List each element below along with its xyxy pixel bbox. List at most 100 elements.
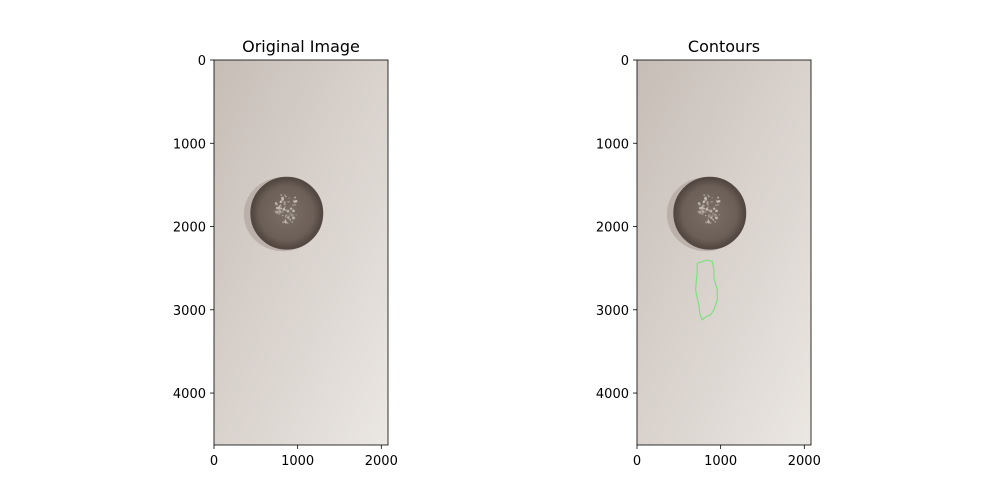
- coin-speck: [294, 196, 297, 199]
- y-tick-label: 2000: [173, 221, 206, 236]
- coin-speck: [284, 219, 287, 221]
- coin-speck: [704, 221, 708, 224]
- coin-speck: [706, 201, 709, 204]
- y-tick-label: 1000: [596, 137, 629, 152]
- coin-speck: [288, 197, 290, 199]
- coin-speck: [707, 220, 710, 224]
- photo-image: [214, 60, 388, 445]
- coin-speck: [707, 216, 710, 219]
- coin-speck: [289, 219, 292, 221]
- coin-speck: [715, 199, 718, 201]
- coin-speck: [285, 222, 287, 225]
- coin-speck: [288, 215, 290, 217]
- coin-speck: [291, 220, 294, 223]
- coin-speckle: [697, 194, 721, 225]
- coin-speck: [293, 200, 296, 203]
- coin-speck: [279, 201, 282, 203]
- y-tick-label: 0: [198, 54, 206, 69]
- coin-speck: [285, 209, 287, 211]
- x-axis-ticks: 0 1000 2000: [633, 445, 821, 469]
- coin-speck: [707, 194, 709, 196]
- coin-speck: [286, 221, 289, 225]
- x-tick-label: 1000: [281, 454, 314, 469]
- coin-speck: [711, 197, 713, 199]
- coin-speck: [274, 202, 278, 205]
- coin-speck: [701, 212, 704, 215]
- coin-speck: [700, 206, 704, 210]
- y-tick-label: 3000: [596, 304, 629, 319]
- coin-speck: [717, 203, 720, 206]
- y-tick-label: 0: [621, 54, 629, 69]
- coin-speck: [290, 213, 294, 217]
- coin-speck: [715, 216, 718, 220]
- coin-speck: [700, 209, 704, 213]
- coin-speck: [280, 204, 282, 207]
- coin-speck: [697, 210, 701, 214]
- coin-speck: [707, 219, 710, 221]
- coin-speck: [704, 211, 707, 214]
- coin-speck: [703, 204, 705, 207]
- coin-speck: [712, 212, 715, 215]
- coin-speck: [708, 195, 710, 198]
- coin-speck: [289, 212, 292, 215]
- y-tick-label: 2000: [596, 221, 629, 236]
- coin-speck: [278, 212, 281, 215]
- coin-speck: [705, 207, 709, 211]
- contour-outline: [694, 259, 718, 321]
- coin-speck: [710, 209, 712, 212]
- coin-speck: [718, 214, 720, 216]
- coin-speck: [708, 222, 710, 225]
- coin-speck: [283, 203, 286, 206]
- coin-speck: [697, 202, 701, 205]
- x-tick-label: 0: [210, 454, 218, 469]
- coin-speck: [281, 211, 284, 214]
- coin-speck: [288, 218, 291, 220]
- coin-speck: [295, 214, 297, 216]
- y-tick-label: 4000: [596, 387, 629, 402]
- y-axis-ticks: 0 1000 2000 3000 4000: [173, 54, 214, 402]
- coin-speck: [712, 219, 715, 221]
- coin-speck: [284, 220, 287, 224]
- coin-speck: [716, 200, 719, 203]
- coin-speck: [711, 218, 714, 220]
- coin-speck: [292, 209, 295, 212]
- x-tick-label: 1000: [704, 454, 737, 469]
- coin-speck: [714, 220, 717, 223]
- coin-speckle: [274, 194, 298, 225]
- paper-background: [214, 60, 388, 445]
- coin-speck: [703, 194, 705, 196]
- coin-speck: [704, 198, 707, 201]
- coin-speck: [282, 207, 286, 211]
- coin-speck: [715, 209, 718, 212]
- y-tick-label: 3000: [173, 304, 206, 319]
- coin-speck: [702, 201, 705, 203]
- coin-speck: [288, 200, 291, 203]
- coin-speck: [706, 203, 709, 206]
- coin-speck: [291, 204, 294, 207]
- coin-speck: [708, 214, 711, 217]
- coin: [673, 176, 747, 250]
- coin-speck: [717, 196, 720, 199]
- coin-speck: [274, 210, 278, 214]
- panel-contours: Contours 0 1000 2000 0 1000 2000 3000 4000: [596, 37, 821, 469]
- axes-frame: [636, 59, 812, 446]
- coin-speck: [285, 195, 287, 198]
- coin-speck: [277, 206, 281, 210]
- coin-speck: [712, 207, 716, 211]
- coin-speck: [711, 215, 713, 217]
- paper-background: [637, 60, 811, 445]
- coin-speck: [284, 194, 286, 196]
- coin-speck: [713, 213, 717, 217]
- y-axis-ticks: 0 1000 2000 3000 4000: [596, 54, 637, 402]
- coin-speck: [281, 198, 284, 201]
- y-tick-label: 4000: [173, 387, 206, 402]
- y-tick-label: 1000: [173, 137, 206, 152]
- coin-speck: [703, 207, 706, 210]
- coin-speck: [705, 214, 707, 217]
- x-tick-label: 2000: [365, 454, 398, 469]
- coin-speck: [285, 214, 288, 217]
- x-axis-ticks: 0 1000 2000: [210, 445, 398, 469]
- coin-speck: [292, 199, 295, 201]
- axes-frame: [213, 59, 389, 446]
